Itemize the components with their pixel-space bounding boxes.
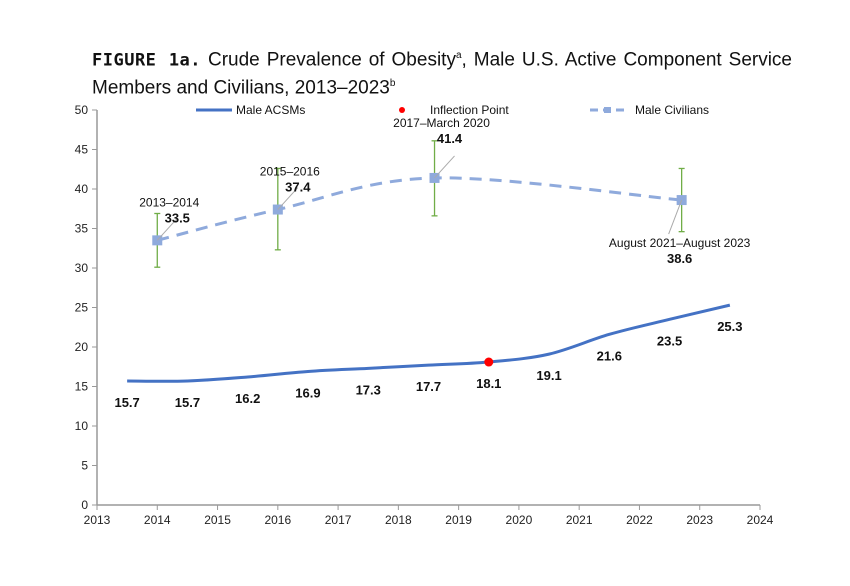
leader-line — [277, 187, 299, 210]
series-line-male-civilians — [156, 176, 682, 242]
data-label-acsms: 15.7 — [114, 395, 139, 410]
data-label-acsms: 16.9 — [295, 385, 320, 400]
y-tick-label: 40 — [75, 182, 89, 196]
y-tick-label: 5 — [81, 459, 88, 473]
period-label: 2017–March 2020 — [393, 116, 490, 130]
data-label-civilians: 37.4 — [285, 180, 311, 195]
y-tick-label: 30 — [75, 261, 89, 275]
x-tick-label: 2013 — [84, 513, 111, 527]
y-tick-label: 50 — [75, 103, 89, 117]
footnote-a: a — [455, 50, 462, 61]
data-label-acsms: 25.3 — [717, 319, 742, 334]
y-tick-label: 20 — [75, 340, 89, 354]
inflection-point-marker — [484, 357, 494, 367]
x-tick-label: 2023 — [686, 513, 713, 527]
data-label-civilians: 38.6 — [667, 251, 692, 266]
legend-marker — [604, 107, 611, 113]
y-tick-label: 0 — [81, 498, 88, 512]
data-label-acsms: 19.1 — [536, 368, 561, 383]
x-tick-label: 2016 — [264, 513, 291, 527]
x-tick-label: 2019 — [445, 513, 472, 527]
x-tick-label: 2018 — [385, 513, 412, 527]
y-tick-label: 10 — [75, 419, 89, 433]
leader-line — [668, 199, 683, 235]
period-label: 2013–2014 — [139, 195, 199, 209]
x-tick-label: 2017 — [325, 513, 352, 527]
data-label-civilians: 33.5 — [165, 210, 190, 225]
period-label: August 2021–August 2023 — [609, 236, 751, 250]
x-tick-label: 2014 — [144, 513, 171, 527]
y-tick-label: 25 — [75, 301, 89, 315]
x-tick-label: 2015 — [204, 513, 231, 527]
data-label-acsms: 16.2 — [235, 391, 260, 406]
series-line-male-acsms — [127, 303, 731, 383]
data-label-civilians: 41.4 — [437, 131, 463, 146]
figure-label: FIGURE 1a. — [92, 50, 202, 71]
legend-label: Male ACSMs — [236, 103, 305, 117]
data-label-acsms: 18.1 — [476, 376, 501, 391]
x-tick-label: 2021 — [566, 513, 593, 527]
chart-title: FIGURE 1a. Crude Prevalence of Obesitya,… — [92, 44, 792, 101]
data-label-acsms: 17.3 — [356, 382, 381, 397]
x-tick-label: 2024 — [747, 513, 774, 527]
leader-line — [434, 155, 455, 179]
x-tick-label: 2020 — [506, 513, 533, 527]
period-label: 2015–2016 — [260, 165, 320, 179]
data-label-acsms: 17.7 — [416, 379, 441, 394]
data-label-acsms: 21.6 — [597, 348, 622, 363]
x-tick-label: 2022 — [626, 513, 653, 527]
legend-label: Male Civilians — [635, 103, 709, 117]
data-label-acsms: 15.7 — [175, 395, 200, 410]
legend-label: Inflection Point — [430, 103, 509, 117]
y-tick-label: 15 — [75, 380, 89, 394]
footnote-b: b — [389, 78, 396, 90]
title-text-2: , Male U.S. Active Component Service Mem… — [92, 49, 792, 99]
leader-line — [156, 218, 178, 241]
y-tick-label: 45 — [75, 143, 89, 157]
legend-swatch-inflection-point — [399, 107, 405, 113]
data-label-acsms: 23.5 — [657, 333, 682, 348]
y-tick-label: 35 — [75, 222, 89, 236]
title-text: Crude Prevalence of Obesity — [208, 49, 456, 71]
